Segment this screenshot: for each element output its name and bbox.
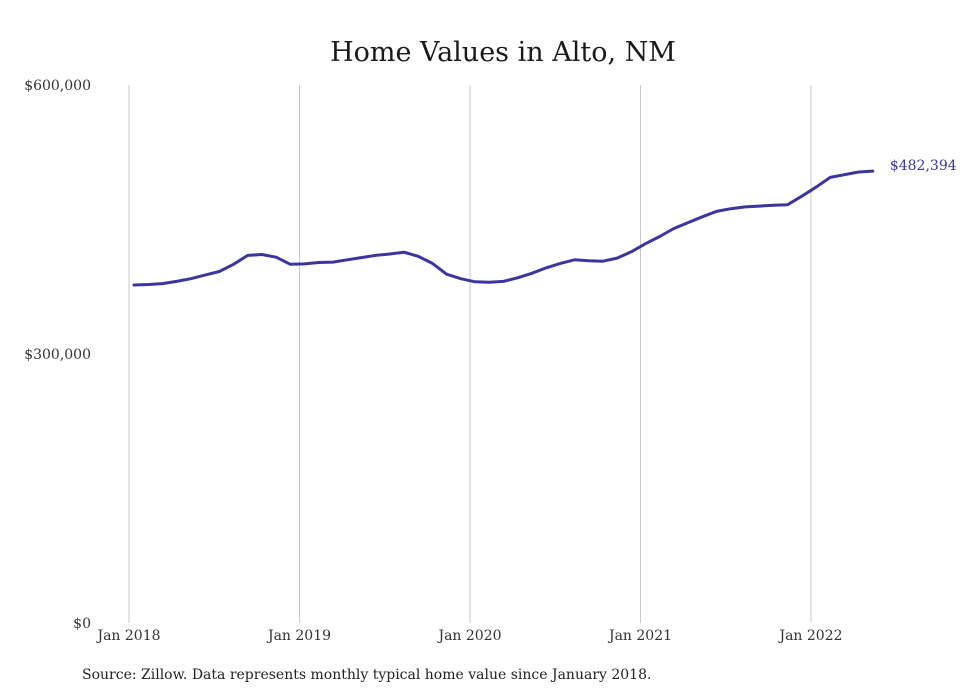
- x-tick-label: Jan 2021: [607, 628, 672, 644]
- x-tick-label: Jan 2022: [777, 628, 842, 644]
- x-axis-tick-labels: Jan 2018 Jan 2019 Jan 2020 Jan 2021 Jan 2022: [95, 628, 842, 644]
- home-value-line: [132, 169, 875, 287]
- y-tick-label: $600,000: [24, 78, 91, 94]
- y-tick-label: $0: [73, 616, 91, 632]
- source-note: Source: Zillow. Data represents monthly …: [82, 667, 652, 683]
- y-tick-label: $300,000: [24, 347, 91, 363]
- x-tick-label: Jan 2019: [266, 628, 331, 644]
- chart-title: Home Values in Alto, NM: [330, 37, 676, 68]
- latest-value-label: $482,394: [890, 158, 957, 174]
- y-axis-tick-labels: $0 $300,000 $600,000: [24, 78, 91, 632]
- vertical-gridlines: [128, 85, 812, 623]
- x-tick-label: Jan 2018: [95, 628, 160, 644]
- x-tick-label: Jan 2020: [436, 628, 501, 644]
